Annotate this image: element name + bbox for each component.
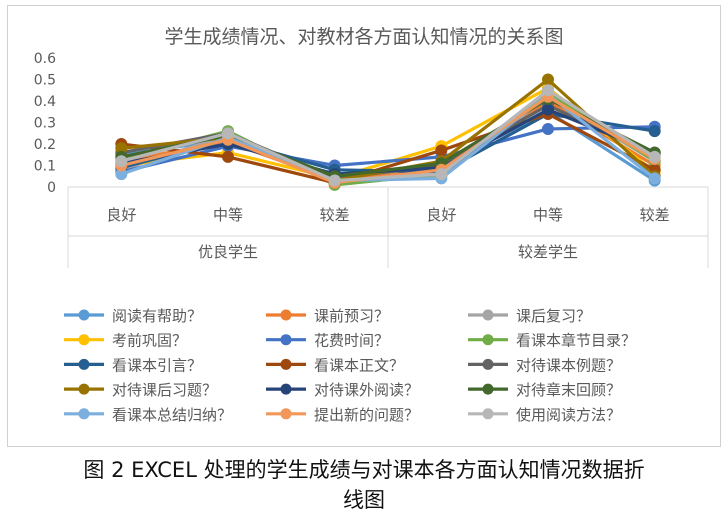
legend-marker: [482, 334, 494, 346]
y-tick-label: 0.3: [34, 116, 56, 132]
legend-marker: [280, 358, 292, 370]
legend-label: 花费时间？: [314, 332, 389, 350]
series-point: [648, 125, 661, 138]
chart-title: 学生成绩情况、对教材各方面认知情况的关系图: [164, 26, 563, 48]
series-point: [328, 174, 341, 187]
legend-marker: [482, 383, 494, 395]
legend-marker: [78, 334, 90, 346]
legend-marker: [482, 309, 494, 321]
line-chart: 学生成绩情况、对教材各方面认知情况的关系图 0 0.1 0.2 0.3 0.4 0.5 0.6…: [34, 26, 709, 424]
legend-marker: [78, 408, 90, 420]
legend-label: 对待课后习题？: [112, 381, 217, 399]
x-tick-label: 较差: [320, 206, 350, 224]
x-tick-label: 中等: [213, 206, 243, 224]
caption-line-2: 线图: [343, 488, 385, 512]
legend-label: 考前巩固？: [112, 332, 187, 350]
legend-label: 提出新的问题？: [314, 406, 419, 424]
legend-label: 看课本章节目录？: [516, 332, 636, 350]
y-tick-label: 0.4: [34, 94, 56, 110]
legend-marker: [78, 383, 90, 395]
series-point: [115, 155, 128, 168]
legend-label: 阅读有帮助？: [112, 307, 202, 325]
y-tick-label: 0: [47, 180, 56, 196]
series-point: [222, 127, 234, 140]
series-point: [648, 150, 661, 163]
series-line: [119, 125, 657, 174]
legend-marker: [78, 309, 90, 321]
series-point: [435, 168, 448, 181]
y-tick-label: 0.6: [34, 51, 56, 67]
legend-label: 看课本总结归纳？: [112, 406, 232, 424]
x-tick-label: 中等: [533, 206, 563, 224]
series-line: [119, 88, 657, 183]
caption-line-1: 图 2 EXCEL 处理的学生成绩与对课本各方面认知情况数据折: [83, 458, 645, 482]
legend-marker: [280, 408, 292, 420]
legend-marker: [280, 383, 292, 395]
legend-marker: [280, 334, 292, 346]
legend-marker: [78, 358, 90, 370]
figure-caption: 图 2 EXCEL 处理的学生成绩与对课本各方面认知情况数据折 线图: [0, 455, 728, 515]
legend-label: 课前预习？: [314, 307, 389, 325]
y-tick-label: 0.2: [34, 137, 56, 153]
series-point: [542, 122, 554, 135]
series-point: [542, 84, 554, 97]
legend-label: 看课本引言？: [112, 356, 202, 374]
legend-label: 对待课外阅读？: [314, 381, 419, 399]
series-point: [542, 103, 554, 116]
legend-label: 看课本正文？: [314, 356, 404, 374]
x-group-label: 较差学生: [518, 243, 578, 261]
x-tick-label: 良好: [426, 206, 456, 224]
series-point: [648, 172, 661, 185]
y-tick-label: 0.5: [34, 73, 56, 89]
legend-label: 对待课本例题？: [516, 356, 621, 374]
legend-label: 对待章末回顾？: [516, 381, 621, 399]
x-tick-label: 较差: [640, 206, 670, 224]
series-point: [435, 144, 448, 157]
chart-frame: 学生成绩情况、对教材各方面认知情况的关系图 0 0.1 0.2 0.3 0.4 0.5 0.6…: [7, 5, 721, 447]
x-group-label: 优良学生: [198, 243, 258, 261]
series-point: [542, 73, 554, 86]
y-tick-label: 0.1: [34, 159, 56, 175]
x-tick-label: 良好: [106, 206, 136, 224]
legend-label: 使用阅读方法？: [516, 406, 621, 424]
legend-marker: [482, 358, 494, 370]
series-point: [222, 150, 234, 163]
legend-marker: [280, 309, 292, 321]
legend-marker: [482, 408, 494, 420]
legend-label: 课后复习？: [516, 307, 591, 325]
series-line: [119, 112, 657, 185]
